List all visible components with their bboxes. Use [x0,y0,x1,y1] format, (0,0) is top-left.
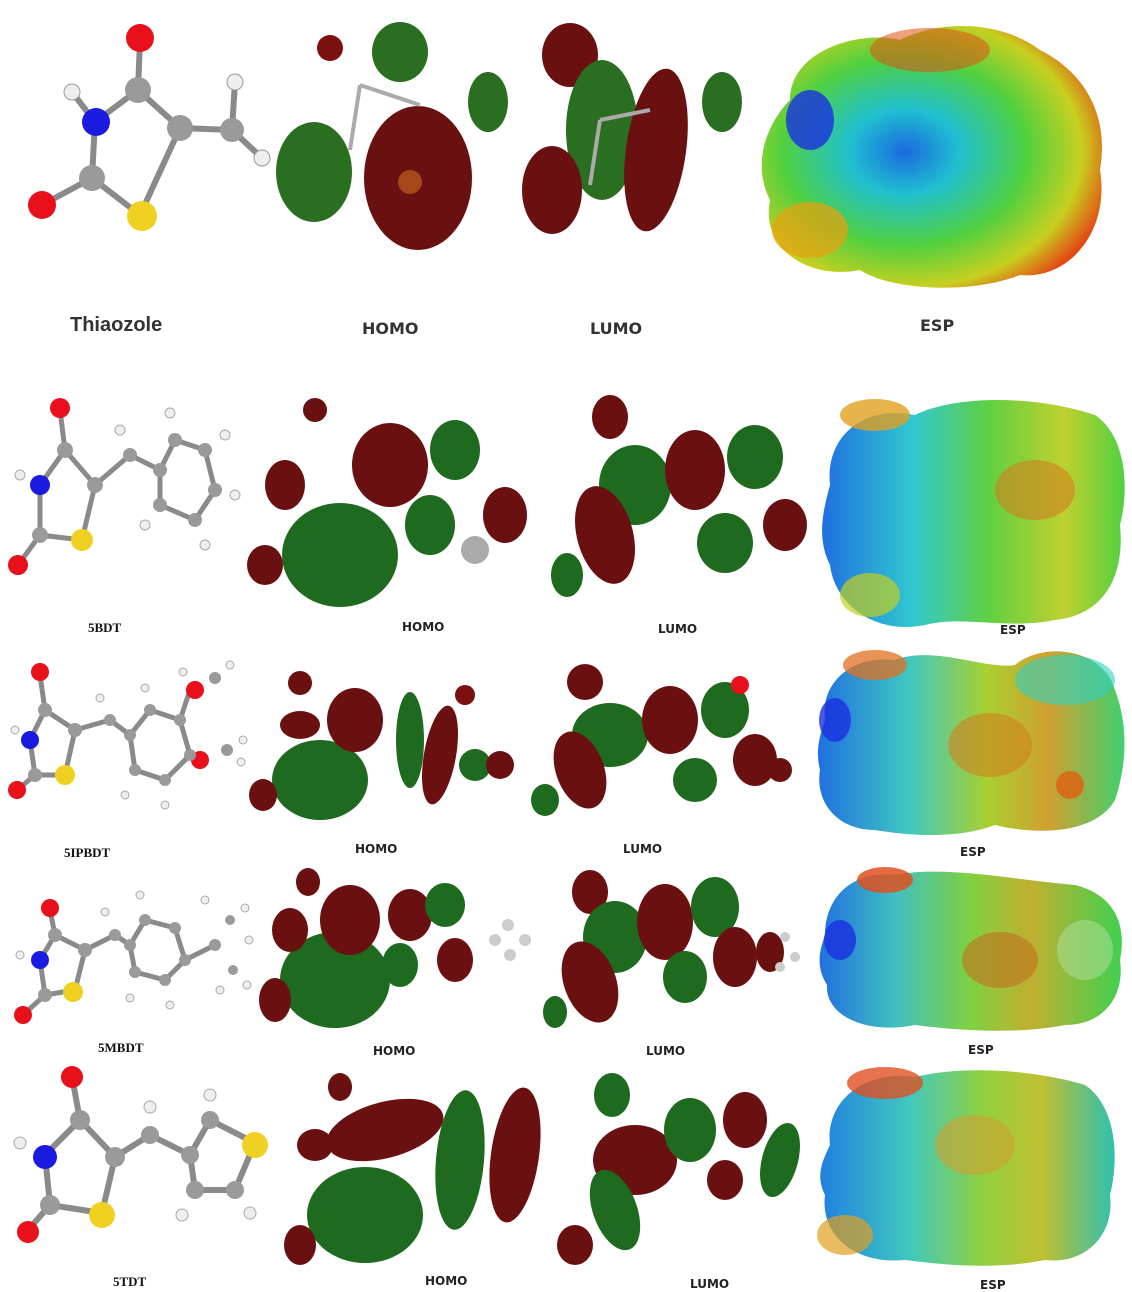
molecule-structure-thiazole [10,10,280,250]
homo-orbital-5tdt [275,1065,555,1275]
lumo-label: LUMO [646,1044,686,1058]
lumo-orbital-5bdt [545,395,815,610]
homo-label: HOMO [402,620,445,634]
homo-orbital-5bdt [240,395,550,615]
esp-label: ESP [968,1043,994,1057]
esp-map-thiazole [750,10,1120,300]
molecule-label: 5TDT [113,1274,147,1289]
homo-orbital-thiazole [270,10,520,260]
esp-map-5mbdt [815,865,1130,1040]
lumo-label: LUMO [690,1277,730,1291]
lumo-orbital-5ipbdt [530,660,800,830]
molecule-label: 5IPBDT [64,845,111,860]
esp-map-5tdt [815,1065,1120,1270]
esp-map-5bdt [815,395,1130,630]
lumo-orbital-thiazole [510,10,760,260]
molecule-structure-5bdt [8,395,241,585]
molecule-label: 5BDT [88,620,122,635]
lumo-label: LUMO [623,842,663,856]
lumo-label: LUMO [658,622,698,636]
homo-orbital-5mbdt [250,860,550,1035]
molecule-structure-5ipbdt [5,650,250,825]
homo-label: HOMO [362,319,419,338]
esp-label: ESP [960,845,986,859]
molecule-structure-5tdt [10,1065,280,1245]
lumo-label: LUMO [590,319,643,338]
homo-label: HOMO [425,1274,468,1288]
homo-orbital-5ipbdt [245,665,540,825]
esp-label: ESP [920,316,955,335]
molecule-structure-5mbdt [5,860,255,1030]
molecule-label: Thiaozole [70,314,163,336]
lumo-orbital-5tdt [550,1065,820,1275]
esp-label: ESP [1000,623,1026,637]
molecule-label: 5MBDT [98,1040,144,1055]
esp-map-5ipbdt [815,640,1130,840]
homo-label: HOMO [373,1044,416,1058]
lumo-orbital-5mbdt [540,862,810,1037]
esp-label: ESP [980,1278,1006,1292]
homo-label: HOMO [355,842,398,856]
